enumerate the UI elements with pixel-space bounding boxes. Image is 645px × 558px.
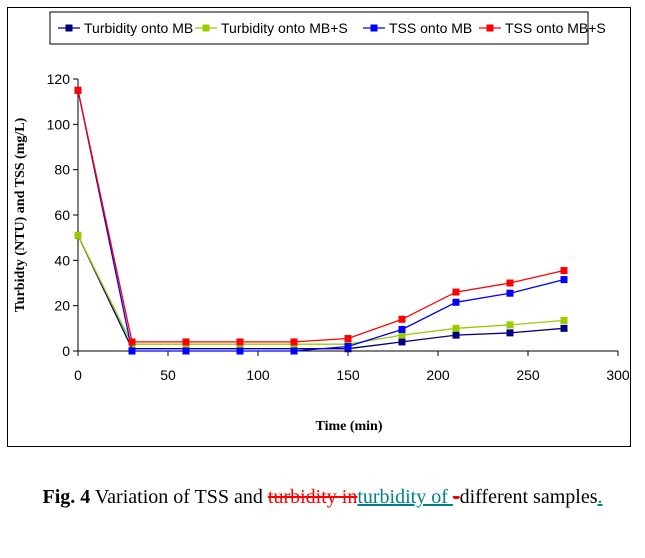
data-point-series-4 — [236, 338, 244, 346]
data-point-series-3 — [290, 347, 298, 355]
x-tick-label: 300 — [606, 367, 630, 383]
data-point-series-3 — [398, 325, 406, 333]
caption-text-before: Variation of TSS and — [90, 486, 268, 508]
data-point-series-2 — [74, 231, 82, 239]
series-line-3 — [77, 90, 565, 352]
data-point-series-1 — [398, 338, 406, 346]
data-point-series-4 — [506, 279, 514, 287]
legend-label: TSS onto MB+S — [505, 20, 606, 36]
legend-label: Turbidity onto MB+S — [221, 20, 348, 36]
caption-inserted-text: turbidity of — [357, 486, 453, 508]
caption-inserted-period: . — [597, 486, 603, 508]
chart-frame: Turbidity onto MB Turbidity onto MB+S TSS … — [7, 7, 631, 447]
y-tick-label: 100 — [47, 116, 71, 132]
series-line-4 — [77, 90, 565, 343]
data-point-series-3 — [506, 289, 514, 297]
series-line-2 — [77, 235, 565, 345]
y-tick-label: 120 — [47, 71, 71, 87]
y-tick-label: 60 — [54, 207, 70, 223]
line-chart: Turbidity onto MB Turbidity onto MB+S TSS … — [13, 11, 630, 434]
data-point-series-4 — [128, 338, 136, 346]
data-point-series-3 — [128, 347, 136, 355]
axes: 0 20 40 60 80 100 120 0 50 100 150 200 250 300 — [47, 71, 630, 383]
data-point-series-4 — [344, 335, 352, 343]
data-point-series-4 — [452, 288, 460, 296]
plot-area — [74, 86, 568, 355]
legend-marker — [486, 24, 494, 32]
data-point-series-1 — [560, 324, 568, 332]
legend-marker — [370, 24, 378, 32]
data-point-series-2 — [506, 321, 514, 329]
x-tick-label: 50 — [160, 367, 176, 383]
data-point-series-2 — [560, 316, 568, 324]
legend-label: Turbidity onto MB — [84, 20, 193, 36]
series-line-1 — [77, 235, 565, 350]
x-tick-label: 200 — [426, 367, 450, 383]
x-tick-label: 0 — [74, 367, 82, 383]
data-point-series-2 — [398, 331, 406, 339]
data-point-series-4 — [398, 315, 406, 323]
y-axis-title: Turbidty (NTU) and TSS (mg/L) — [13, 117, 28, 312]
data-point-series-3 — [182, 347, 190, 355]
caption-figure-label: Fig. 4 — [42, 486, 91, 508]
x-tick-label: 250 — [516, 367, 540, 383]
y-tick-label: 20 — [54, 298, 70, 314]
y-tick-label: 0 — [62, 343, 70, 359]
figure-caption: Fig. 4 Variation of TSS and turbidity in… — [0, 486, 645, 509]
data-point-series-1 — [506, 329, 514, 337]
legend-marker — [65, 24, 73, 32]
legend: Turbidity onto MB Turbidity onto MB+S TSS … — [49, 11, 606, 45]
data-point-series-3 — [560, 276, 568, 284]
data-point-series-4 — [74, 86, 82, 94]
y-tick-label: 80 — [54, 162, 70, 178]
caption-text-after: different samples — [459, 486, 598, 508]
x-tick-label: 100 — [246, 367, 270, 383]
data-point-series-3 — [452, 298, 460, 306]
legend-marker — [202, 24, 210, 32]
data-point-series-2 — [452, 324, 460, 332]
data-point-series-3 — [344, 342, 352, 350]
caption-deleted-dash: - — [452, 486, 460, 508]
data-point-series-3 — [236, 347, 244, 355]
data-point-series-4 — [290, 338, 298, 346]
legend-label: TSS onto MB — [389, 20, 472, 36]
x-tick-label: 150 — [336, 367, 360, 383]
x-axis-title: Time (min) — [315, 419, 382, 434]
data-point-series-4 — [560, 267, 568, 275]
y-tick-label: 40 — [54, 252, 70, 268]
data-point-series-1 — [452, 331, 460, 339]
caption-deleted-text: turbidity in — [267, 486, 358, 508]
data-point-series-4 — [182, 338, 190, 346]
